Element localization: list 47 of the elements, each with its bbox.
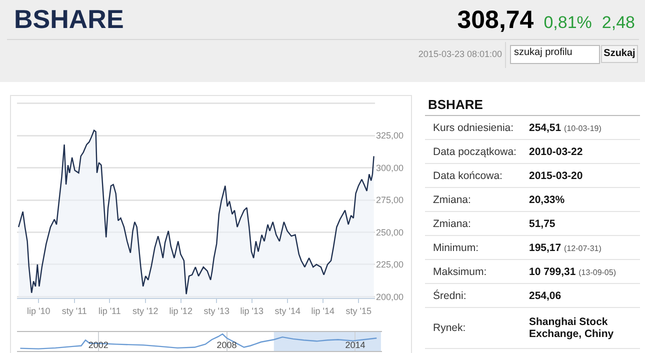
text: Maksimum: bbox=[425, 260, 525, 284]
text: (13-09-05) bbox=[578, 268, 616, 276]
x-tick-label: lip '11 bbox=[98, 306, 121, 316]
x-tick-label: sty '15 bbox=[346, 306, 372, 316]
y-tick-label: 250,00 bbox=[376, 227, 404, 238]
x-tick-label: lip '13 bbox=[240, 306, 264, 316]
text: Minimum: bbox=[425, 236, 525, 260]
text: 308,74 bbox=[457, 6, 534, 34]
text: 2015-03-20 bbox=[525, 164, 640, 188]
text: Rynek: bbox=[425, 308, 525, 348]
text: 254,06 bbox=[525, 284, 640, 308]
x-tick-label: sty '14 bbox=[274, 306, 301, 316]
text: Shanghai Stock Exchange, Chiny bbox=[525, 308, 640, 348]
x-tick-label: lip '10 bbox=[26, 306, 50, 316]
text: Zmiana: bbox=[425, 188, 525, 212]
x-tick-label: sty '12 bbox=[132, 306, 158, 316]
text: Data początkowa: bbox=[425, 140, 525, 164]
search-field: szukaj profilu bbox=[510, 45, 600, 64]
text: 2,48 bbox=[602, 13, 635, 32]
y-tick-label: 325,00 bbox=[376, 130, 404, 141]
y-tick-label: 225,00 bbox=[376, 260, 404, 270]
text: BSHARE bbox=[425, 93, 640, 116]
text: 2010-03-22 bbox=[525, 140, 640, 164]
text: Data końcowa: bbox=[425, 164, 525, 188]
search-button: Szukaj bbox=[601, 45, 638, 63]
x-tick-label: lip '14 bbox=[311, 306, 334, 316]
text: Zmiana: bbox=[425, 212, 525, 236]
x-tick-label: 2008 bbox=[216, 340, 237, 350]
text: 0,81% bbox=[544, 13, 592, 32]
text: Kurs odniesienia: bbox=[425, 116, 525, 140]
text: Średni: bbox=[425, 284, 525, 308]
y-tick-label: 200,00 bbox=[376, 292, 404, 302]
text: 2015-03-23 08:01:00 bbox=[418, 49, 502, 59]
text: (12-07-31) bbox=[564, 244, 602, 252]
x-tick-label: lip '12 bbox=[169, 306, 192, 316]
text: 20,33% bbox=[525, 188, 640, 212]
y-tick-label: 275,00 bbox=[376, 195, 404, 206]
x-tick-label: sty '13 bbox=[204, 306, 230, 316]
text: 254,51 bbox=[529, 122, 562, 134]
text: 51,75 bbox=[525, 212, 640, 236]
x-tick-label: 2014 bbox=[345, 340, 366, 350]
text: 195,17 bbox=[529, 242, 562, 254]
text: (10-03-19) bbox=[564, 124, 602, 132]
text: 10 799,31 bbox=[529, 266, 576, 278]
y-tick-label: 300,00 bbox=[376, 162, 404, 173]
x-tick-label: sty '11 bbox=[62, 306, 87, 316]
text: BSHARE bbox=[14, 4, 124, 35]
